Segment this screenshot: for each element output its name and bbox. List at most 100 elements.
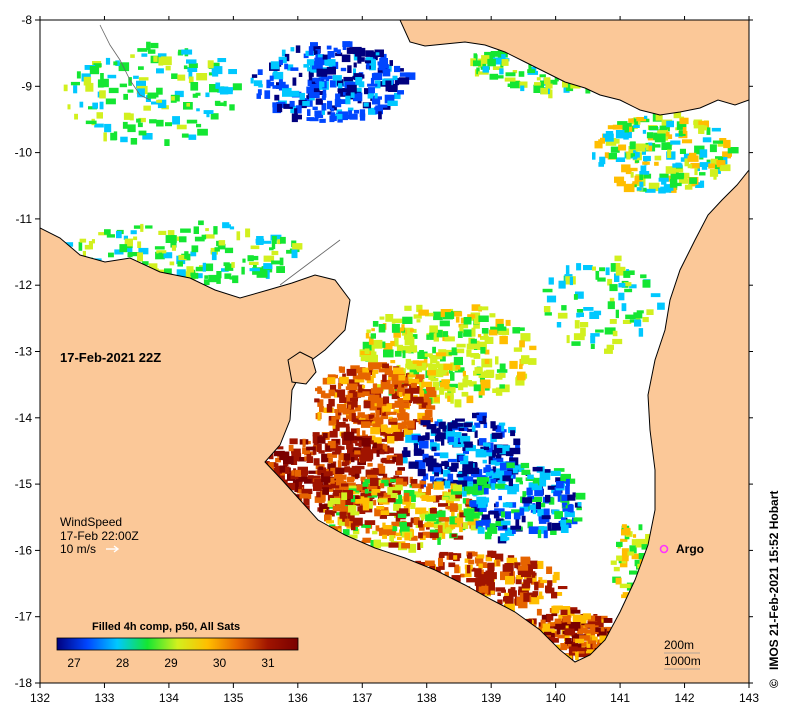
sst-pixel	[609, 297, 615, 302]
sst-pixel	[389, 418, 398, 422]
sst-pixel	[468, 381, 477, 387]
sst-pixel	[345, 426, 350, 433]
sst-pixel	[541, 614, 547, 622]
sst-pixel	[459, 326, 464, 333]
sst-pixel	[442, 331, 449, 337]
sst-pixel	[398, 380, 402, 390]
sst-pixel	[314, 478, 323, 485]
sst-pixel	[364, 345, 372, 350]
sst-pixel	[85, 120, 97, 125]
sst-pixel	[551, 522, 563, 531]
sst-pixel	[302, 438, 306, 448]
sst-pixel	[576, 647, 587, 652]
sst-pixel	[385, 447, 394, 454]
sst-pixel	[521, 469, 531, 475]
sst-pixel	[364, 479, 372, 484]
sst-pixel	[519, 506, 530, 512]
sst-pixel	[450, 372, 455, 381]
sst-pixel	[621, 303, 627, 312]
sst-pixel	[429, 462, 435, 466]
sst-pixel	[538, 580, 544, 588]
sst-pixel	[580, 327, 586, 337]
sst-pixel	[280, 236, 286, 244]
sst-pixel	[398, 77, 410, 85]
sst-pixel	[678, 130, 686, 136]
sst-pixel	[453, 444, 465, 448]
sst-pixel	[469, 567, 476, 572]
sst-pixel	[621, 594, 631, 599]
sst-pixel	[79, 101, 84, 108]
sst-pixel	[401, 421, 411, 426]
sst-pixel	[370, 362, 381, 370]
sst-pixel	[439, 387, 445, 395]
sst-pixel	[196, 123, 202, 128]
sst-pixel	[645, 534, 651, 543]
sst-pixel	[345, 409, 356, 414]
sst-pixel	[440, 354, 446, 362]
sst-pixel	[394, 92, 401, 100]
sst-pixel	[206, 114, 210, 118]
sst-pixel	[312, 432, 320, 437]
sst-pixel	[427, 483, 433, 489]
sst-pixel	[79, 238, 87, 243]
sst-pixel	[413, 518, 420, 525]
sst-pixel	[599, 635, 607, 643]
sst-pixel	[678, 178, 689, 184]
sst-pixel	[291, 249, 298, 259]
sst-pixel	[142, 133, 153, 140]
sst-pixel	[492, 66, 504, 70]
sst-pixel	[313, 458, 320, 466]
sst-pixel	[464, 486, 475, 495]
sst-pixel	[392, 456, 399, 463]
sst-pixel	[473, 354, 481, 359]
sst-pixel	[348, 467, 356, 476]
sst-pixel	[280, 470, 285, 476]
sst-pixel	[510, 560, 518, 566]
sst-pixel	[449, 516, 457, 525]
sst-pixel	[104, 229, 111, 235]
sst-pixel	[393, 475, 398, 482]
sst-pixel	[479, 375, 485, 383]
sst-pixel	[292, 77, 297, 86]
sst-pixel	[296, 105, 302, 114]
sst-pixel	[443, 492, 455, 499]
sst-pixel	[505, 319, 511, 326]
sst-pixel	[361, 414, 370, 420]
sst-pixel	[359, 74, 365, 79]
sst-pixel	[263, 240, 272, 244]
sst-pixel	[509, 360, 518, 369]
sst-pixel	[378, 111, 382, 120]
sst-pixel	[229, 226, 235, 230]
sst-pixel	[413, 443, 418, 452]
sst-pixel	[338, 405, 346, 413]
sst-pixel	[431, 429, 441, 434]
sst-pixel	[424, 353, 433, 357]
sst-pixel	[520, 85, 525, 92]
sst-pixel	[409, 366, 420, 376]
sst-pixel	[484, 497, 490, 503]
sst-pixel	[481, 55, 490, 64]
sst-pixel	[383, 525, 393, 530]
sst-pixel	[160, 56, 172, 66]
sst-pixel	[495, 587, 506, 592]
sst-pixel	[332, 505, 341, 512]
sst-pixel	[336, 109, 343, 114]
sst-pixel	[328, 420, 335, 426]
sst-pixel	[297, 114, 302, 120]
sst-pixel	[675, 172, 685, 180]
sst-pixel	[345, 394, 352, 404]
map-plot-area	[40, 20, 749, 683]
sst-pixel	[635, 538, 646, 548]
sst-pixel	[531, 496, 543, 502]
sst-pixel	[327, 374, 336, 379]
sst-pixel	[497, 592, 501, 596]
sst-pixel	[418, 387, 423, 394]
sst-pixel	[123, 112, 131, 120]
sst-pixel	[463, 441, 473, 448]
sst-pixel	[335, 93, 341, 103]
sst-pixel	[437, 525, 443, 534]
sst-pixel	[551, 591, 558, 599]
sst-pixel	[272, 71, 284, 80]
sst-pixel	[456, 343, 466, 348]
sst-pixel	[191, 245, 199, 253]
